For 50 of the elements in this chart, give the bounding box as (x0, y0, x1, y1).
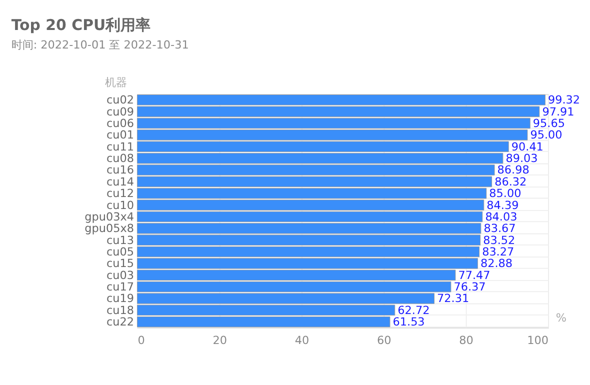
y-tick-label: cu13 (106, 234, 134, 247)
y-tick-label: cu22 (106, 316, 134, 329)
data-label: 84.39 (486, 198, 519, 212)
x-tick-label: 40 (294, 334, 310, 347)
y-tick-label: cu01 (106, 128, 134, 142)
data-label: 85.00 (489, 187, 522, 200)
data-label: 83.52 (483, 234, 516, 247)
data-label: 95.00 (530, 128, 562, 142)
data-label: 62.72 (398, 304, 430, 317)
chart-subtitle: 时间: 2022-10-01 至 2022-10-31 (11, 38, 189, 52)
y-tick-label: cu08 (106, 152, 134, 166)
x-tick-label: 80 (459, 334, 474, 347)
y-tick-label: gpu05x8 (84, 222, 134, 236)
y-tick-label: cu06 (106, 117, 134, 130)
data-label: 83.27 (482, 245, 514, 258)
y-tick-label: gpu03x4 (84, 210, 134, 224)
y-tick-label: cu14 (106, 175, 134, 188)
y-tick-label: cu02 (106, 94, 134, 107)
y-axis-title: 机器 (105, 76, 128, 90)
data-label: 84.03 (485, 210, 518, 224)
y-tick-label: cu05 (106, 245, 134, 258)
data-label: 72.31 (437, 292, 470, 306)
data-label: 77.47 (458, 268, 490, 282)
data-label: 86.98 (497, 164, 530, 177)
data-label: 90.41 (511, 140, 544, 154)
x-tick-label: 60 (377, 334, 392, 347)
x-tick-label: 20 (212, 334, 227, 347)
data-label: 97.91 (542, 105, 574, 118)
y-tick-label: cu17 (106, 280, 134, 294)
y-tick-label: cu16 (106, 164, 134, 177)
y-tick-label: cu19 (106, 292, 134, 306)
data-label: 89.03 (506, 152, 538, 166)
y-tick-label: cu15 (106, 257, 134, 270)
y-tick-label: cu09 (106, 105, 134, 118)
data-label: 82.88 (480, 257, 512, 270)
y-tick-label: cu11 (106, 140, 134, 154)
y-tick-label: cu18 (106, 304, 134, 317)
data-label: 83.67 (484, 222, 516, 236)
data-label: 99.32 (548, 94, 580, 107)
data-label: 95.65 (532, 117, 565, 130)
x-tick-label: 0 (138, 334, 145, 347)
x-tick-label: 100 (527, 334, 548, 347)
y-tick-label: cu12 (106, 187, 134, 200)
y-tick-label: cu10 (106, 198, 134, 212)
chart-title: Top 20 CPU利用率 (11, 16, 151, 34)
x-axis-title: % (556, 312, 567, 324)
data-label: 86.32 (494, 175, 527, 188)
data-label: 61.53 (392, 316, 425, 329)
data-label: 76.37 (454, 280, 486, 294)
y-tick-label: cu03 (106, 268, 134, 282)
